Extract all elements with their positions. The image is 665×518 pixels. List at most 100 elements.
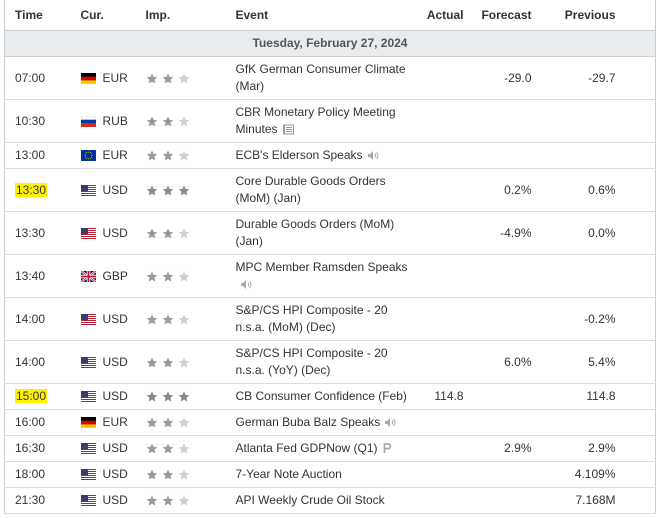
importance-star: [146, 391, 157, 402]
previous-cell: 0.0%: [533, 211, 618, 255]
importance-star: [162, 469, 173, 480]
event-cell: API Weekly Crude Oil Stock: [230, 487, 421, 514]
importance-star: [146, 357, 157, 367]
previous: -29.7: [588, 70, 616, 85]
forecast-cell: [465, 409, 534, 436]
time: 14:00: [15, 311, 46, 326]
previous-cell: 7.168M: [533, 487, 618, 514]
event: Core Durable Goods Orders (MoM) (Jan): [235, 174, 386, 205]
actual-cell: [420, 461, 466, 488]
event: MPC Member Ramsden Speaks: [235, 260, 408, 274]
previous: 5.4%: [588, 354, 616, 369]
time-cell: 13:30: [4, 168, 77, 212]
event-row: 16:00 EUR German Buba Balz Speaks: [4, 409, 656, 436]
time: 15:00: [15, 389, 48, 403]
time: 16:00: [15, 415, 46, 429]
importance-cell: [142, 435, 231, 462]
importance-star: [178, 150, 189, 161]
event-row: 10:30 RUB CBR Monetary Policy Meeting Minu…: [4, 99, 656, 143]
importance-cell: [142, 99, 231, 143]
currency: EUR: [102, 70, 128, 85]
currency-cell: USD: [76, 487, 143, 514]
importance-star: [178, 185, 189, 195]
spacer-cell: [617, 56, 656, 100]
header-row: Time Cur. Imp. Event Actual Forecast Pre…: [4, 0, 656, 31]
importance-star: [146, 271, 157, 281]
currency: USD: [102, 225, 128, 240]
previous-cell: [533, 254, 618, 298]
time-cell: 15:00: [4, 383, 77, 410]
importance-star: [146, 495, 157, 506]
importance-cell: [142, 254, 231, 298]
time-cell: 21:30: [4, 487, 77, 514]
importance-star: [178, 469, 189, 480]
previous-cell: -0.2%: [533, 297, 618, 341]
importance-star: [162, 228, 173, 238]
time-cell: 18:00: [4, 461, 77, 488]
currency-cell: EUR: [76, 56, 143, 100]
event-cell: MPC Member Ramsden Speaks: [230, 254, 421, 298]
currency: GBP: [102, 268, 128, 283]
event-row: 14:00 USD S&P/CS HPI Composite - 20 n.s.a.…: [4, 297, 656, 341]
importance-star: [178, 391, 189, 402]
event-cell: Core Durable Goods Orders (MoM) (Jan): [230, 168, 421, 212]
actual-cell: [420, 435, 466, 462]
speaker-icon: [367, 151, 379, 160]
currency: RUB: [102, 113, 128, 128]
currency: USD: [102, 182, 128, 197]
event: Atlanta Fed GDPNow (Q1): [235, 441, 378, 455]
spacer-cell: [617, 487, 656, 514]
speaker-icon: [240, 280, 251, 289]
importance-star: [178, 73, 189, 83]
time: 10:30: [15, 113, 46, 128]
event-cell: 7-Year Note Auction: [230, 461, 421, 488]
event-row: 13:30 USD Durable Goods Orders (MoM) (Jan)…: [4, 211, 656, 255]
actual-cell: [420, 340, 466, 384]
importance-cell: [142, 383, 231, 410]
importance-star: [146, 185, 157, 195]
flag: [80, 443, 96, 454]
flag: [80, 495, 96, 506]
event-row: 13:00 EUR ECB's Elderson Speaks: [4, 142, 656, 169]
report-icon: [282, 124, 294, 135]
forecast: -4.9%: [500, 225, 532, 240]
currency: USD: [102, 493, 128, 507]
column-header: Time: [4, 0, 77, 31]
event-row: 21:30 USD API Weekly Crude Oil Stock 7.168M: [4, 487, 656, 514]
currency-cell: USD: [76, 461, 143, 488]
importance-star: [162, 417, 173, 428]
actual-cell: 114.8: [420, 383, 466, 410]
importance-star: [162, 116, 173, 126]
previous: 0.6%: [588, 182, 616, 197]
previous: -0.2%: [584, 311, 616, 326]
event: German Buba Balz Speaks: [235, 415, 381, 429]
time: 07:00: [15, 70, 46, 85]
time-cell: 14:00: [4, 297, 77, 341]
event-cell: CB Consumer Confidence (Feb): [230, 383, 421, 410]
event: S&P/CS HPI Composite - 20 n.s.a. (MoM) (…: [235, 303, 388, 334]
spacer-cell: [617, 383, 656, 410]
importance-star: [162, 357, 173, 367]
actual-cell: [420, 487, 466, 514]
previous-cell: 0.6%: [533, 168, 618, 212]
importance-star: [178, 116, 189, 126]
spacer-cell: [617, 211, 656, 255]
event-cell: GfK German Consumer Climate (Mar): [230, 56, 421, 100]
previous: 2.9%: [588, 441, 616, 455]
currency-cell: USD: [76, 383, 143, 410]
importance-star: [162, 73, 173, 83]
flag: [80, 270, 96, 282]
importance-star: [178, 271, 189, 281]
currency: USD: [102, 311, 128, 326]
flag: [80, 313, 96, 325]
previous-cell: 5.4%: [533, 340, 618, 384]
currency-cell: RUB: [76, 99, 143, 143]
previous-cell: [533, 142, 618, 169]
importance-star: [162, 271, 173, 281]
time-cell: 14:00: [4, 340, 77, 384]
importance-star: [162, 443, 173, 454]
forecast-cell: [465, 99, 534, 143]
event: GfK German Consumer Climate (Mar): [235, 62, 406, 93]
time: 13:30: [15, 182, 48, 197]
